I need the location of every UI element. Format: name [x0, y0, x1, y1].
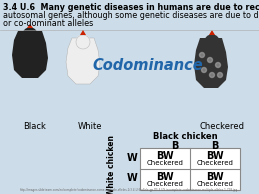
- Circle shape: [215, 62, 220, 68]
- Circle shape: [202, 68, 206, 73]
- Text: Checkered: Checkered: [197, 160, 233, 166]
- Circle shape: [210, 73, 214, 77]
- Bar: [140, 148, 240, 190]
- Text: W: W: [127, 173, 137, 183]
- Polygon shape: [12, 31, 48, 78]
- Circle shape: [207, 57, 212, 62]
- Polygon shape: [209, 30, 215, 35]
- Text: Black chicken: Black chicken: [153, 132, 217, 141]
- Text: Black: Black: [24, 122, 46, 131]
- Text: Checkered: Checkered: [197, 181, 233, 187]
- Circle shape: [76, 35, 90, 49]
- Circle shape: [205, 35, 219, 49]
- Circle shape: [199, 53, 205, 57]
- Text: Checkered: Checkered: [199, 122, 244, 131]
- Text: Checkered: Checkered: [147, 181, 183, 187]
- Text: 3.4 U.6  Many genetic diseases in humans are due to recessive alleles of: 3.4 U.6 Many genetic diseases in humans …: [3, 3, 259, 12]
- Polygon shape: [27, 24, 33, 28]
- Text: White: White: [78, 122, 102, 131]
- Text: White chicken: White chicken: [107, 135, 117, 194]
- Polygon shape: [194, 38, 228, 88]
- Text: autosomal genes, although some genetic diseases are due to dominant: autosomal genes, although some genetic d…: [3, 11, 259, 20]
- Text: BW: BW: [206, 151, 224, 161]
- Text: Codominance: Codominance: [93, 57, 203, 73]
- Text: Checkered: Checkered: [147, 160, 183, 166]
- Circle shape: [218, 73, 222, 77]
- Text: B: B: [171, 141, 179, 151]
- Text: http://images.slideteam.com/eo/complete/codominance-some-multiple-alleles-1/3.4-: http://images.slideteam.com/eo/complete/…: [20, 188, 238, 192]
- Text: BW: BW: [156, 151, 174, 161]
- Polygon shape: [80, 30, 86, 35]
- Text: or co-dominant alleles: or co-dominant alleles: [3, 19, 93, 28]
- Polygon shape: [66, 38, 100, 84]
- Text: BW: BW: [206, 172, 224, 182]
- Text: W: W: [127, 153, 137, 163]
- Circle shape: [23, 28, 37, 42]
- Text: BW: BW: [156, 172, 174, 182]
- Text: B: B: [211, 141, 219, 151]
